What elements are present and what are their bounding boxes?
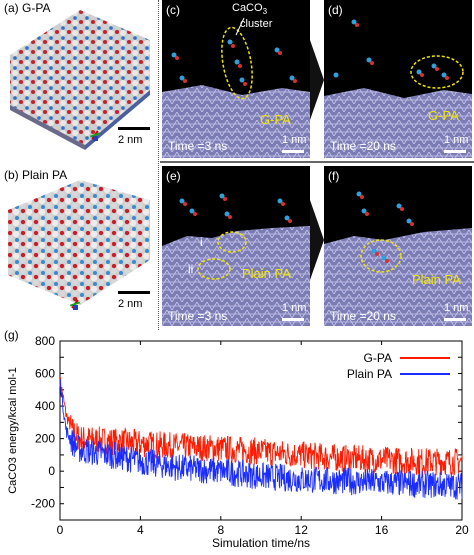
panel-a-label: (a) G-PA [4,1,51,15]
panel-f-membrane [324,191,472,326]
panel-d-scale: 1 nm [444,134,469,146]
panel-f-time: Time =20 ns [330,309,396,323]
panel-e-membrane [162,193,310,326]
series-line-plain-pa [59,379,463,500]
panel-e-scale: 1 nm [282,302,307,314]
legend-label: G-PA [364,351,392,365]
scale-bar [118,127,150,130]
axes-triad-icon [88,128,102,142]
panel-d-label: (d) [328,3,343,17]
panel-c-time: Time =3 ns [168,139,228,153]
x-tick-label: 16 [375,523,389,537]
y-tick-label: -200 [31,497,55,511]
vertical-separator [158,0,159,330]
panel-c-label: (c) [166,3,180,17]
axes-triad-icon [68,297,82,311]
panel-f-label: (f) [328,169,340,183]
y-tick-label: 600 [35,367,55,381]
panel-c-membrane [162,17,310,158]
x-axis-label: Simulation time/ns [212,536,310,550]
right-arrow-icon [310,200,324,285]
panel-e-label: (e) [166,169,181,183]
scale-bar [282,150,304,153]
panel-e-time: Time =3 ns [168,309,228,323]
panel-b-plainpa-render: (b) Plain PA 2 nm [0,165,155,325]
y-tick-label: 200 [35,432,55,446]
panel-b-scale: 2 nm [118,298,143,310]
x-tick-label: 4 [137,523,144,537]
panel-g-label: (g) [4,328,19,342]
caco3-cluster-label-2: cluster [240,18,273,30]
panel-e-snapshot: (e) i ii Plain PA Time =3 ns 1 nm [162,166,310,326]
panel-f-material: Plain PA [412,272,461,287]
panel-f-scale: 1 nm [444,302,469,314]
x-tick-label: 8 [217,523,224,537]
marker-i: i [200,235,203,249]
x-tick-label: 20 [455,523,469,537]
panel-d-membrane [324,19,472,158]
scale-bar [118,291,150,294]
panel-d-material: G-PA [428,108,459,123]
scale-bar [444,150,466,153]
gpa-molecular-surface [10,10,150,150]
scale-bar [444,318,466,321]
panel-e-material: Plain PA [242,266,291,281]
panel-d-snapshot: (d) G-PA Time =20 ns 1 nm [324,0,472,158]
x-tick-label: 0 [57,523,64,537]
legend-label: Plain PA [347,367,392,381]
plot-frame [59,340,463,521]
y-tick-label: 400 [35,399,55,413]
panel-b-label: (b) Plain PA [4,168,68,182]
panel-a-scale: 2 nm [118,134,143,146]
panel-f-snapshot: (f) Plain PA Time =20 ns 1 nm [324,166,472,326]
energy-chart: (g) 0 4 8 12 16 20 -200 0 200 400 600 800 Simulation… [0,325,474,551]
panel-a-gpa-render: (a) G-PA 2 nm [0,0,155,160]
caco3-cluster-label: CaCO3 [232,2,268,17]
panel-c-scale: 1 nm [282,134,307,146]
marker-ii: ii [188,262,194,276]
right-arrow-icon [310,40,324,125]
y-axis-label: CaCO3 energy/kcal mol-1 [7,367,19,494]
panel-d-time: Time =20 ns [330,139,396,153]
panel-c-material: G-PA [260,112,291,127]
y-tick-label: 0 [48,464,55,478]
horizontal-separator [160,161,474,163]
panel-c-snapshot: (c) CaCO3 cluster G-PA Time =3 ns 1 nm [162,0,310,158]
scale-bar [282,318,304,321]
plainpa-molecular-surface [8,180,150,305]
x-tick-label: 12 [295,523,309,537]
y-tick-label: 800 [35,334,55,348]
